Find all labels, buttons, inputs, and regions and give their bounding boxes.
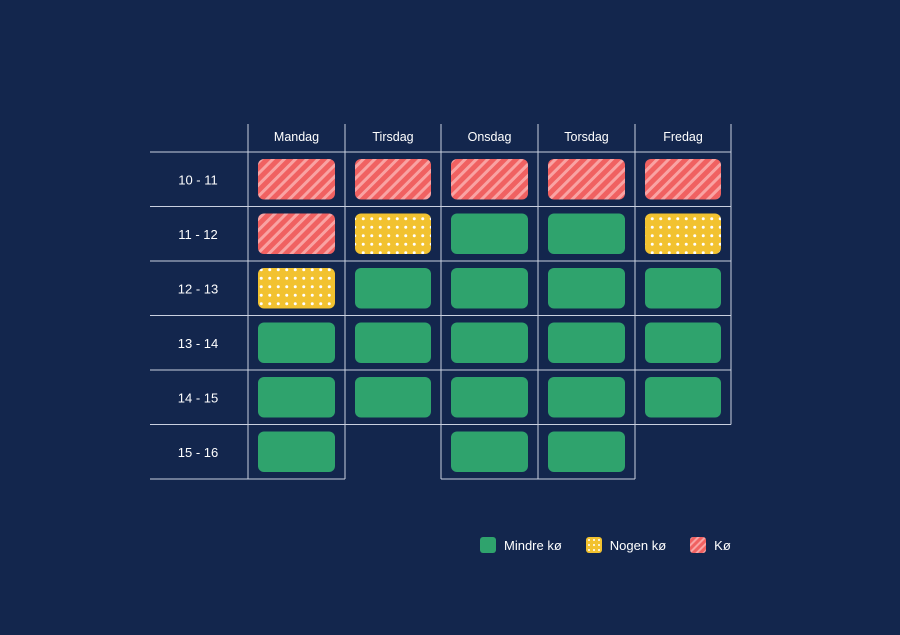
cell-mindre-r5-c0: [258, 431, 335, 472]
row-label-5: 15 - 16: [178, 445, 218, 460]
cells: [258, 159, 721, 472]
cell-mindre-r1-c2: [451, 213, 528, 254]
cell-ko-r0-c4: [645, 159, 721, 200]
cell-ko-r0-c1: [355, 159, 431, 200]
cell-mindre-r2-c1: [355, 268, 431, 309]
cell-mindre-r2-c3: [548, 268, 625, 309]
cell-nogen-r1-c1: [355, 213, 431, 254]
cell-mindre-r4-c2: [451, 377, 528, 418]
column-header-0: Mandag: [274, 130, 319, 144]
cell-nogen-r2-c0: [258, 268, 335, 309]
cell-mindre-r2-c4: [645, 268, 721, 309]
cell-mindre-r3-c2: [451, 322, 528, 363]
swatch-stripes-icon: [690, 537, 707, 553]
column-header-2: Onsdag: [468, 130, 512, 144]
column-header-4: Fredag: [663, 130, 703, 144]
cell-mindre-r3-c4: [645, 322, 721, 363]
cell-mindre-r2-c2: [451, 268, 528, 309]
cell-ko-r0-c0: [258, 159, 335, 200]
legend-item-ko: Kø: [690, 537, 731, 553]
legend-item-mindre: Mindre kø: [480, 537, 562, 553]
cell-mindre-r5-c3: [548, 431, 625, 472]
cell-nogen-r1-c4: [645, 213, 721, 254]
cell-ko-r1-c0: [258, 213, 335, 254]
legend: Mindre kø Nogen kø Kø: [480, 537, 731, 553]
cell-mindre-r4-c3: [548, 377, 625, 418]
legend-label-ko: Kø: [714, 537, 731, 553]
row-label-0: 10 - 11: [178, 172, 218, 187]
legend-item-nogen: Nogen kø: [585, 537, 667, 553]
cell-mindre-r4-c4: [645, 377, 721, 418]
legend-label-nogen: Nogen kø: [609, 537, 667, 553]
cell-mindre-r4-c1: [355, 377, 431, 418]
labels: Mandag Tirsdag Onsdag Torsdag Fredag 10 - 11 1…: [178, 130, 703, 460]
cell-mindre-r5-c2: [451, 431, 528, 472]
cell-mindre-r1-c3: [548, 213, 625, 254]
legend-label-mindre: Mindre kø: [504, 537, 562, 553]
cell-ko-r0-c2: [451, 159, 528, 200]
row-label-2: 12 - 13: [178, 281, 218, 296]
cell-mindre-r3-c0: [258, 322, 335, 363]
cell-ko-r0-c3: [548, 159, 625, 200]
swatch-solid-icon: [480, 537, 496, 553]
cell-mindre-r3-c1: [355, 322, 431, 363]
cell-mindre-r4-c0: [258, 377, 335, 418]
row-label-3: 13 - 14: [178, 336, 218, 351]
column-header-1: Tirsdag: [372, 130, 413, 144]
cell-mindre-r3-c3: [548, 322, 625, 363]
row-label-4: 14 - 15: [178, 390, 218, 405]
swatch-dots-icon: [585, 537, 602, 553]
column-header-3: Torsdag: [564, 130, 609, 144]
row-label-1: 11 - 12: [178, 227, 218, 242]
grid-lines: [150, 124, 732, 480]
